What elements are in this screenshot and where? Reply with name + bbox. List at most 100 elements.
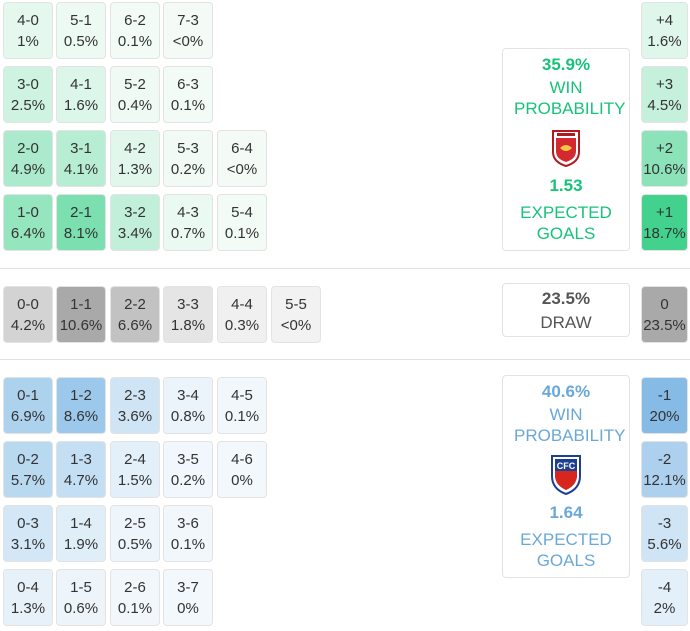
score-probability: 18.7% [643, 224, 686, 242]
score-probability: 1% [17, 32, 39, 50]
score-label: 3-0 [17, 75, 39, 93]
draw-summary-card: 23.5% DRAW [502, 283, 630, 337]
away-score-cell: 4-5 0.1% [217, 377, 267, 434]
score-label: 0-0 [17, 295, 39, 313]
home-score-cell: 3-2 3.4% [110, 194, 160, 251]
score-label: 5-1 [70, 11, 92, 29]
score-label: 7-3 [177, 11, 199, 29]
draw-score-cell: 4-4 0.3% [217, 286, 267, 343]
away-score-cell: 2-4 1.5% [110, 441, 160, 498]
score-probability: 3.6% [117, 407, 153, 425]
score-label: 3-2 [124, 203, 146, 221]
score-probability: 4.1% [63, 160, 99, 178]
score-probability: 0.1% [117, 599, 153, 617]
score-label: +2 [655, 139, 674, 157]
score-probability: 0% [231, 471, 253, 489]
score-label: 3-6 [177, 514, 199, 532]
score-label: -1 [657, 386, 672, 404]
away-score-cell: 1-5 0.6% [56, 569, 106, 626]
score-label: 3-7 [177, 578, 199, 596]
away-score-cell: 1-3 4.7% [56, 441, 106, 498]
score-probability: 6.9% [10, 407, 46, 425]
score-label: 0-2 [17, 450, 39, 468]
score-label: -4 [657, 578, 672, 596]
score-label: 4-3 [177, 203, 199, 221]
score-label: 2-1 [70, 203, 92, 221]
score-label: 4-6 [231, 450, 253, 468]
away-club-crest-icon: CFC [503, 452, 629, 498]
score-probability: 4.2% [10, 316, 46, 334]
draw-score-cell: 3-3 1.8% [163, 286, 213, 343]
home-score-cell: 1-0 6.4% [3, 194, 53, 251]
score-label: 4-5 [231, 386, 253, 404]
home-score-cell: 6-2 0.1% [110, 2, 160, 59]
score-probability: 1.5% [117, 471, 153, 489]
draw-score-cell: 5-5 <0% [271, 286, 321, 343]
home-score-cell: 5-4 0.1% [217, 194, 267, 251]
draw-score-cell: 1-1 10.6% [56, 286, 106, 343]
away-win-percentage: 40.6% [541, 382, 591, 401]
home-goal-margin-cell: +1 18.7% [641, 194, 688, 251]
score-probability: 0.1% [170, 96, 206, 114]
score-probability: 5.7% [10, 471, 46, 489]
score-label: 4-0 [17, 11, 39, 29]
away-goal-margin-cell: -2 12.1% [641, 441, 688, 498]
away-expected-goals-value: 1.64 [549, 503, 583, 522]
away-score-cell: 3-7 0% [163, 569, 213, 626]
home-club-crest-icon [503, 125, 629, 171]
draw-goal-margin-cell: 0 23.5% [641, 286, 688, 343]
score-label: 1-0 [17, 203, 39, 221]
score-label: +1 [655, 203, 674, 221]
home-score-cell: 6-3 0.1% [163, 66, 213, 123]
score-probability: 0.1% [117, 32, 153, 50]
score-label: 4-2 [124, 139, 146, 157]
score-label: 4-4 [231, 295, 253, 313]
score-probability: 2% [653, 599, 676, 617]
score-label: 6-4 [231, 139, 253, 157]
score-label: 0-1 [17, 386, 39, 404]
score-label: +3 [655, 75, 674, 93]
away-score-cell: 0-4 1.3% [3, 569, 53, 626]
home-goal-margin-cell: +3 4.5% [641, 66, 688, 123]
score-probability: <0% [172, 32, 204, 50]
score-probability: 5.6% [647, 535, 682, 553]
svg-text:CFC: CFC [557, 461, 576, 471]
score-probability: 0.4% [117, 96, 153, 114]
score-probability: 6.4% [10, 224, 46, 242]
score-probability: <0% [226, 160, 258, 178]
home-score-cell: 7-3 <0% [163, 2, 213, 59]
score-probability: 0.3% [224, 316, 260, 334]
score-probability: 0.8% [170, 407, 206, 425]
draw-away-divider [0, 359, 690, 360]
score-probability: 0.6% [63, 599, 99, 617]
away-score-cell: 0-2 5.7% [3, 441, 53, 498]
score-label: -2 [657, 450, 672, 468]
away-score-cell: 2-5 0.5% [110, 505, 160, 562]
home-score-cell: 6-4 <0% [217, 130, 267, 187]
score-label: 5-3 [177, 139, 199, 157]
score-probability: 0.2% [170, 160, 206, 178]
score-probability: 20% [649, 407, 680, 425]
score-label: 6-2 [124, 11, 146, 29]
score-probability: 0.1% [170, 535, 206, 553]
score-label: 3-3 [177, 295, 199, 313]
score-probability: 12.1% [643, 471, 686, 489]
score-probability: 0.1% [224, 407, 260, 425]
draw-label: DRAW [540, 313, 592, 332]
away-score-cell: 4-6 0% [217, 441, 267, 498]
away-score-cell: 3-6 0.1% [163, 505, 213, 562]
away-goal-margin-cell: -3 5.6% [641, 505, 688, 562]
score-probability: 0.5% [63, 32, 99, 50]
home-summary-card: 35.9% WIN PROBABILITY 1.53 EXPECTED GOAL… [502, 48, 630, 251]
away-score-cell: 2-6 0.1% [110, 569, 160, 626]
away-goal-margin-cell: -4 2% [641, 569, 688, 626]
score-probability: 1.3% [117, 160, 153, 178]
score-probability: 2.5% [10, 96, 46, 114]
draw-score-cell: 2-2 6.6% [110, 286, 160, 343]
score-label: 5-2 [124, 75, 146, 93]
score-probability: 1.8% [170, 316, 206, 334]
home-goal-margin-cell: +2 10.6% [641, 130, 688, 187]
home-score-cell: 4-3 0.7% [163, 194, 213, 251]
score-probability: <0% [280, 316, 312, 334]
score-probability: 0% [177, 599, 199, 617]
